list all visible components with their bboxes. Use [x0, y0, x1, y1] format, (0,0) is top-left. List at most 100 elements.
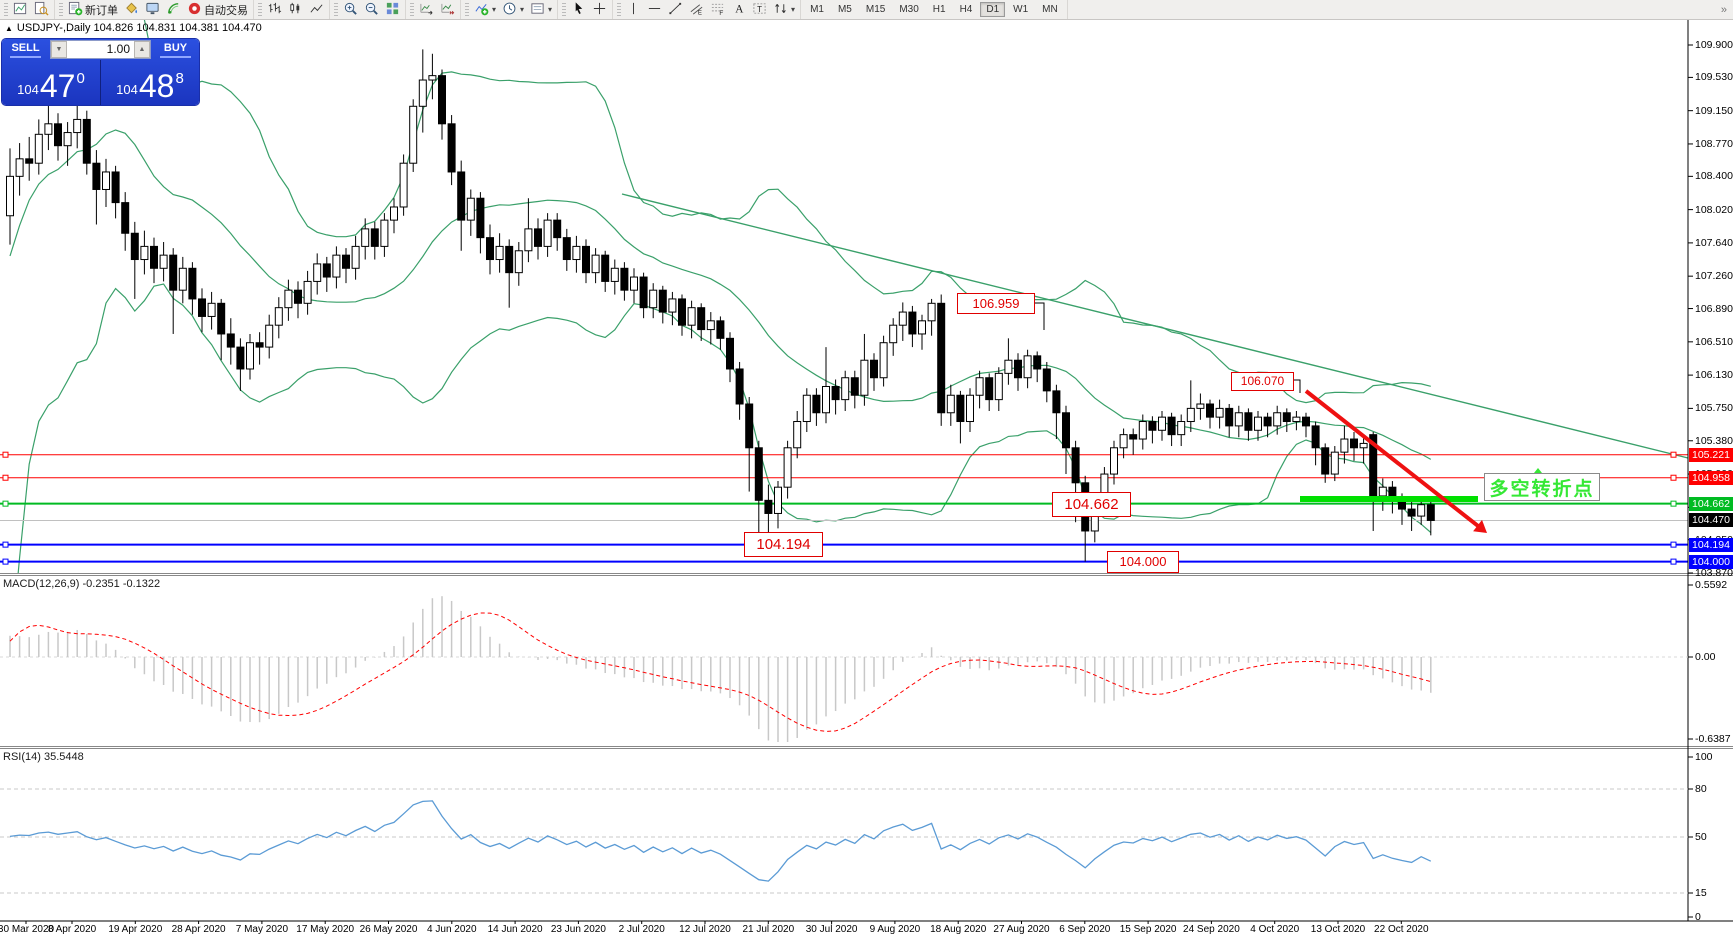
trendline-button[interactable]: [665, 0, 686, 19]
line-chart-button[interactable]: [306, 0, 327, 19]
timeframe-w1-button[interactable]: W1: [1013, 4, 1029, 15]
timeframe-mn-button[interactable]: MN: [1042, 4, 1058, 15]
crosshair-button[interactable]: [589, 0, 610, 19]
timeframe-m5-button[interactable]: M5: [837, 4, 852, 15]
scroll-icon: [419, 1, 434, 19]
chart-price-label[interactable]: 106.959: [957, 293, 1035, 314]
toolbar-group: [0, 0, 55, 19]
auto-scroll-button[interactable]: [416, 0, 437, 19]
templates-button[interactable]: ▾: [527, 0, 555, 19]
timeframe-h1-button[interactable]: H1: [932, 4, 946, 15]
vertical-line-button[interactable]: [623, 0, 644, 19]
toolbar-overflow[interactable]: »: [1720, 3, 1727, 16]
vline-icon: [626, 1, 641, 19]
toolbar-group: 新订单 自动交易: [55, 0, 254, 19]
terminal-window-icon[interactable]: [142, 0, 163, 19]
macd-signal-line: [9, 612, 1431, 732]
toolbar-grip-icon: [334, 2, 338, 17]
zoomin-icon: [343, 1, 358, 19]
autotrade-icon: [187, 1, 202, 19]
cursor-button[interactable]: [568, 0, 589, 19]
buy-button[interactable]: BUY: [152, 39, 199, 60]
chart-price-label[interactable]: 106.070: [1231, 372, 1294, 391]
signals-icon[interactable]: [163, 0, 184, 19]
chart-price-label[interactable]: 104.000: [1107, 551, 1179, 573]
horizontal-line-button[interactable]: [644, 0, 665, 19]
line-handle[interactable]: [2, 558, 9, 565]
timeframe-h4-button[interactable]: H4: [959, 4, 973, 15]
text-label-button[interactable]: T: [749, 0, 770, 19]
linechart-icon: [309, 1, 324, 19]
crosshair-icon: [592, 1, 607, 19]
indicator-icon: [474, 1, 489, 19]
volume-value[interactable]: 1.00: [106, 42, 130, 56]
volume-increase-button[interactable]: ▲: [134, 41, 150, 58]
text-button[interactable]: A: [728, 0, 749, 19]
chart-price-label[interactable]: 104.194: [744, 532, 823, 557]
one-click-trade-panel: SELL ▼ 1.00 ▲ BUY 104 47 0 104 48 8: [2, 39, 199, 105]
timeframe-m15-button[interactable]: M15: [865, 4, 886, 15]
label-pointer: [1033, 302, 1045, 330]
dropdown-caret-icon[interactable]: ▾: [492, 5, 497, 14]
fibo-icon: F: [710, 1, 725, 19]
dropdown-caret-icon[interactable]: ▾: [791, 5, 796, 14]
chart-shift-button[interactable]: [437, 0, 458, 19]
zoom-in-button[interactable]: [340, 0, 361, 19]
periods-button[interactable]: ▾: [499, 0, 527, 19]
buy-underline: [160, 56, 191, 58]
svg-text:A: A: [735, 3, 744, 15]
chart-title: ▲ USDJPY-,Daily 104.826 104.831 104.381 1…: [5, 22, 262, 34]
fibonacci-button[interactable]: F: [707, 0, 728, 19]
tile-windows-button[interactable]: [382, 0, 403, 19]
clock-icon: [502, 1, 517, 19]
chart-window-icon[interactable]: [10, 0, 31, 19]
down-arrow[interactable]: [1304, 389, 1482, 530]
line-handle[interactable]: [2, 474, 9, 481]
timeframe-m30-button[interactable]: M30: [899, 4, 919, 15]
sell-underline: [10, 56, 41, 58]
line-handle[interactable]: [2, 500, 9, 507]
hline-icon: [647, 1, 662, 19]
new-order-button[interactable]: 新订单: [65, 0, 121, 19]
channel-icon: E: [689, 1, 704, 19]
zoom-out-button[interactable]: [361, 0, 382, 19]
zoom-doc-icon: [34, 1, 49, 19]
chart-styles-icon[interactable]: [121, 0, 142, 19]
toolbar-grip-icon: [562, 2, 567, 17]
equidistant-channel-button[interactable]: E: [686, 0, 707, 19]
descending-trendline[interactable]: [621, 193, 1689, 459]
arrows-button[interactable]: ▾: [770, 0, 798, 19]
collapse-panel-icon[interactable]: ▲: [5, 24, 13, 33]
indicators-button[interactable]: ▾: [471, 0, 499, 19]
autotrade-button[interactable]: 自动交易: [184, 0, 251, 19]
candlechart-icon: [288, 1, 303, 19]
chart-price-label[interactable]: 104.662: [1052, 492, 1131, 517]
candlestick-chart-button[interactable]: [285, 0, 306, 19]
svg-text:F: F: [719, 10, 723, 16]
dropdown-caret-icon[interactable]: ▾: [520, 5, 525, 14]
line-handle[interactable]: [1670, 451, 1677, 458]
bull-bear-turning-point-note[interactable]: 多空转折点: [1484, 473, 1600, 501]
toolbar-grip-icon: [617, 2, 622, 17]
timeframe-d1-button[interactable]: D1: [980, 2, 1006, 17]
dropdown-caret-icon[interactable]: ▾: [548, 5, 553, 14]
autotrade-button-label: 自动交易: [204, 4, 248, 17]
print-preview-icon[interactable]: [31, 0, 52, 19]
line-handle[interactable]: [2, 451, 9, 458]
support-highlight-bar[interactable]: [1300, 496, 1478, 502]
buy-price[interactable]: 104 48 8: [116, 68, 184, 104]
line-handle[interactable]: [1670, 474, 1677, 481]
toolbar-group: [330, 0, 406, 19]
panel-divider: [100, 60, 101, 105]
line-handle[interactable]: [1670, 500, 1677, 507]
toolbar-grip-icon: [465, 2, 469, 17]
line-handle[interactable]: [1670, 541, 1677, 548]
sell-button[interactable]: SELL: [2, 39, 49, 60]
line-handle[interactable]: [2, 541, 9, 548]
timeframe-m1-button[interactable]: M1: [810, 4, 824, 15]
bar-chart-button[interactable]: [264, 0, 285, 19]
volume-decrease-button[interactable]: ▼: [51, 41, 67, 58]
line-handle[interactable]: [1670, 558, 1677, 565]
sell-price[interactable]: 104 47 0: [17, 68, 85, 104]
